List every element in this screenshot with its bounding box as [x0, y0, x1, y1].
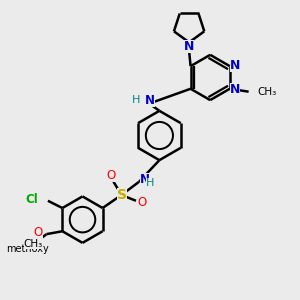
Text: Cl: Cl — [25, 193, 38, 206]
Text: N: N — [140, 173, 150, 186]
Text: N: N — [230, 83, 240, 96]
Text: CH₃: CH₃ — [257, 87, 277, 97]
Text: H: H — [132, 95, 140, 105]
Text: O: O — [138, 196, 147, 209]
Text: N: N — [230, 59, 240, 72]
Text: CH₃: CH₃ — [24, 239, 43, 249]
Text: N: N — [145, 94, 155, 106]
Text: O: O — [107, 169, 116, 182]
Text: O: O — [34, 226, 43, 239]
Text: methoxy: methoxy — [6, 244, 49, 254]
Text: H: H — [146, 178, 154, 188]
Text: S: S — [117, 188, 127, 202]
Text: N: N — [184, 40, 194, 53]
